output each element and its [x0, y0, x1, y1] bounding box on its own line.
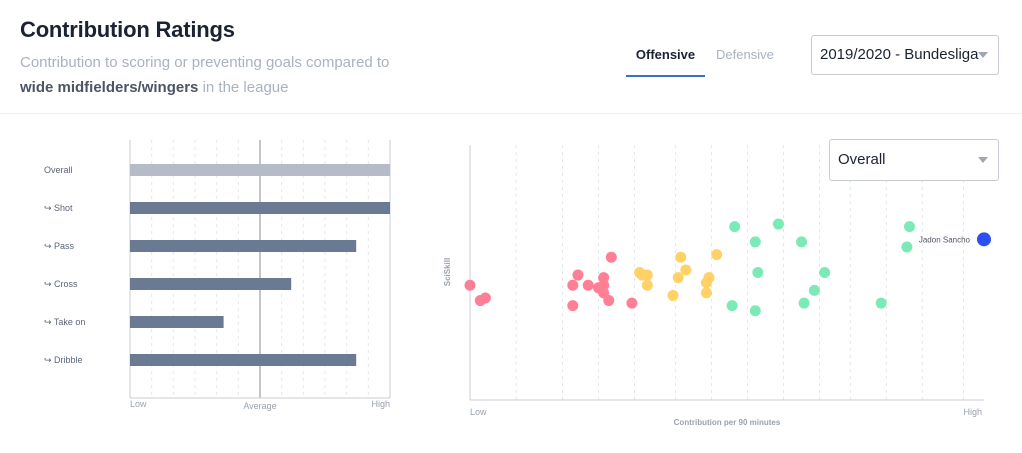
metric-select[interactable]: Overall [829, 139, 999, 181]
page-subtitle: Contribution to scoring or preventing go… [20, 50, 400, 100]
rating-bar [130, 202, 390, 214]
player-point [700, 287, 712, 299]
tab-offensive[interactable]: Offensive [626, 40, 705, 77]
player-point [603, 295, 615, 307]
player-point [567, 300, 579, 312]
player-point [726, 300, 738, 312]
player-point [667, 289, 679, 301]
rating-bar [130, 316, 224, 328]
player-point [626, 297, 638, 309]
bar-axis-high-label: High [371, 399, 390, 409]
player-point [903, 221, 915, 233]
player-point [598, 272, 610, 284]
player-point [901, 241, 913, 253]
page-title: Contribution Ratings [20, 17, 235, 42]
x-axis-low-label: Low [470, 407, 487, 417]
rating-bar [130, 278, 292, 290]
player-point [582, 279, 594, 291]
player-point [680, 264, 692, 276]
player-point [772, 218, 784, 230]
player-point [798, 297, 810, 309]
player-point [641, 279, 653, 291]
player-point [641, 269, 653, 281]
player-point [464, 279, 476, 291]
player-point [808, 284, 820, 296]
player-point [675, 251, 687, 263]
player-point [672, 272, 684, 284]
highlighted-player-point [977, 232, 991, 247]
bar-row-label: ↪ Dribble [44, 355, 83, 365]
tab-defensive[interactable]: Defensive [716, 47, 774, 62]
bar-axis-low-label: Low [130, 399, 147, 409]
chevron-down-icon [978, 52, 988, 58]
player-point [703, 272, 715, 284]
subtitle-suffix: in the league [202, 79, 289, 96]
highlighted-player-label: Jadon Sancho [919, 235, 971, 244]
player-point [749, 236, 761, 248]
player-point [749, 305, 761, 317]
bar-row-label: ↪ Take on [44, 317, 85, 327]
y-axis-label: SciSkill [443, 258, 452, 286]
player-point [572, 269, 584, 281]
bar-row-label: ↪ Pass [44, 241, 75, 251]
bar-row-label: ↪ Shot [44, 203, 73, 213]
player-point [605, 251, 617, 263]
bar-row-label: ↪ Cross [44, 279, 78, 289]
player-point [819, 267, 831, 278]
x-axis-label: Contribution per 90 minutes [674, 418, 781, 427]
header-divider [0, 113, 1022, 114]
bar-row-label: Overall [44, 165, 73, 175]
subtitle-position: wide midfielders/wingers [20, 79, 199, 96]
player-point [479, 292, 491, 304]
contribution-bar-chart: Overall ↪ Shot ↪ Pass ↪ Cross ↪ Take on ↪ Dri… [44, 140, 391, 411]
player-point [875, 297, 887, 309]
player-point [752, 267, 764, 278]
league-select-value: 2019/2020 - Bundesliga [820, 46, 979, 63]
rating-bar [130, 354, 357, 366]
metric-select-value: Overall [838, 151, 886, 168]
rating-bar [130, 240, 357, 252]
rating-bar [130, 164, 390, 176]
league-select[interactable]: 2019/2020 - Bundesliga [811, 35, 999, 75]
player-point [598, 279, 610, 291]
player-point [567, 279, 579, 291]
chevron-down-icon [978, 157, 988, 163]
x-axis-high-label: High [963, 407, 982, 417]
player-point [729, 221, 741, 233]
player-point [796, 236, 808, 248]
subtitle-text: Contribution to scoring or preventing go… [20, 54, 390, 71]
player-point [711, 249, 723, 261]
bar-axis-average-label: Average [243, 401, 276, 411]
